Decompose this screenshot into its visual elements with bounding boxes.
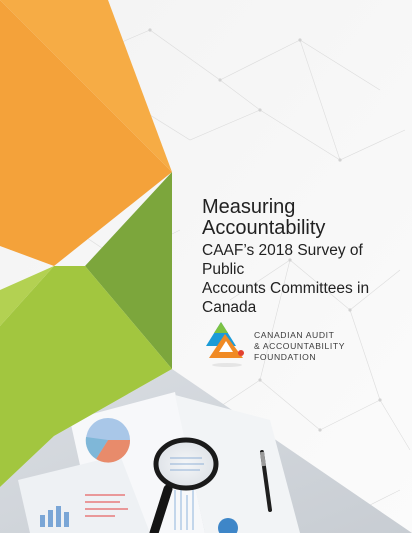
document-title: Measuring Accountability [202,197,407,239]
data-lines-graphic [85,494,128,517]
org-name-line-3: FOUNDATION [254,352,317,362]
dark-green-triangle [85,172,172,369]
pen-icon [260,450,272,512]
org-name-line-1: CANADIAN AUDIT [254,330,335,340]
green-triangle [0,266,172,487]
org-name-line-2: & ACCOUNTABILITY [254,341,346,351]
subtitle-line-1: CAAF’s 2018 Survey of Public [202,242,363,278]
orange-triangle-top [0,0,172,172]
reports-photo [0,369,412,533]
green-triangle-tip [0,266,54,326]
title-line-2: Accountability [202,217,326,239]
caaf-logo-icon [206,322,244,367]
title-line-1: Measuring [202,196,296,218]
organization-name: CANADIAN AUDIT & ACCOUNTABILITY FOUNDATI… [254,330,404,363]
bar-graphic [40,506,69,527]
magnifying-glass-icon [149,437,219,533]
document-subtitle: CAAF’s 2018 Survey of Public Accounts Co… [202,241,407,317]
subtitle-line-3: Canada [202,299,257,316]
orange-triangle [0,0,172,266]
subtitle-line-2: Accounts Committees in [202,280,370,297]
decorative-dot [218,518,238,533]
title-block: Measuring Accountability CAAF’s 2018 Sur… [202,197,407,317]
pie-chart-graphic [85,418,131,463]
